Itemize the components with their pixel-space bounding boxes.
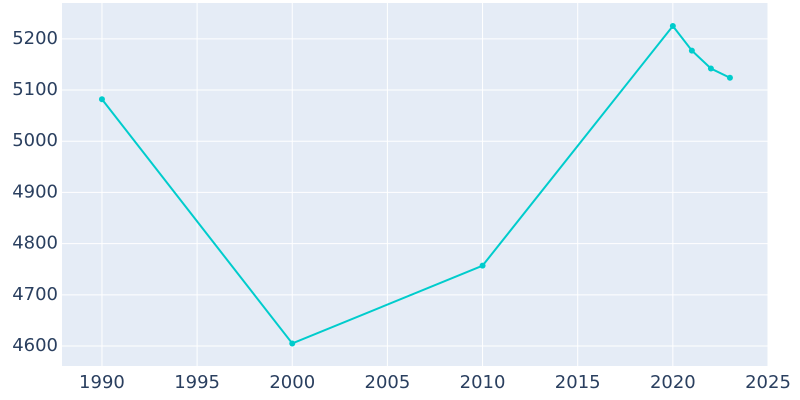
point: [479, 262, 486, 269]
x-tick-label: 2010: [460, 372, 506, 393]
x-tick-label: 2015: [555, 372, 601, 393]
y-tick-label: 5000: [12, 130, 58, 151]
point: [669, 23, 676, 30]
point: [98, 96, 105, 103]
point: [289, 340, 296, 347]
y-tick-label: 4900: [12, 181, 58, 202]
y-tick-label: 5200: [12, 28, 58, 49]
point: [688, 47, 695, 54]
x-tick-label: 2005: [365, 372, 411, 393]
y-tick-label: 5100: [12, 79, 58, 100]
x-tick-label: 2000: [269, 372, 315, 393]
y-tick-label: 4700: [12, 284, 58, 305]
y-tick-label: 4600: [12, 335, 58, 356]
x-tick-label: 1995: [174, 372, 220, 393]
point: [707, 65, 714, 72]
x-tick-label: 1990: [79, 372, 125, 393]
plot-area: [62, 3, 768, 366]
y-tick-label: 4800: [12, 233, 58, 254]
point: [726, 74, 733, 81]
x-tick-label: 2020: [650, 372, 696, 393]
x-tick-label: 2025: [745, 372, 791, 393]
